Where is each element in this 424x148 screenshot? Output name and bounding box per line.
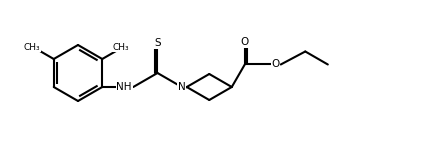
Text: O: O bbox=[241, 37, 249, 48]
Text: N: N bbox=[178, 82, 186, 92]
Text: CH₃: CH₃ bbox=[112, 42, 129, 52]
Text: CH₃: CH₃ bbox=[24, 42, 40, 52]
Text: O: O bbox=[272, 59, 280, 69]
Text: NH: NH bbox=[117, 82, 132, 92]
Text: S: S bbox=[154, 38, 161, 48]
